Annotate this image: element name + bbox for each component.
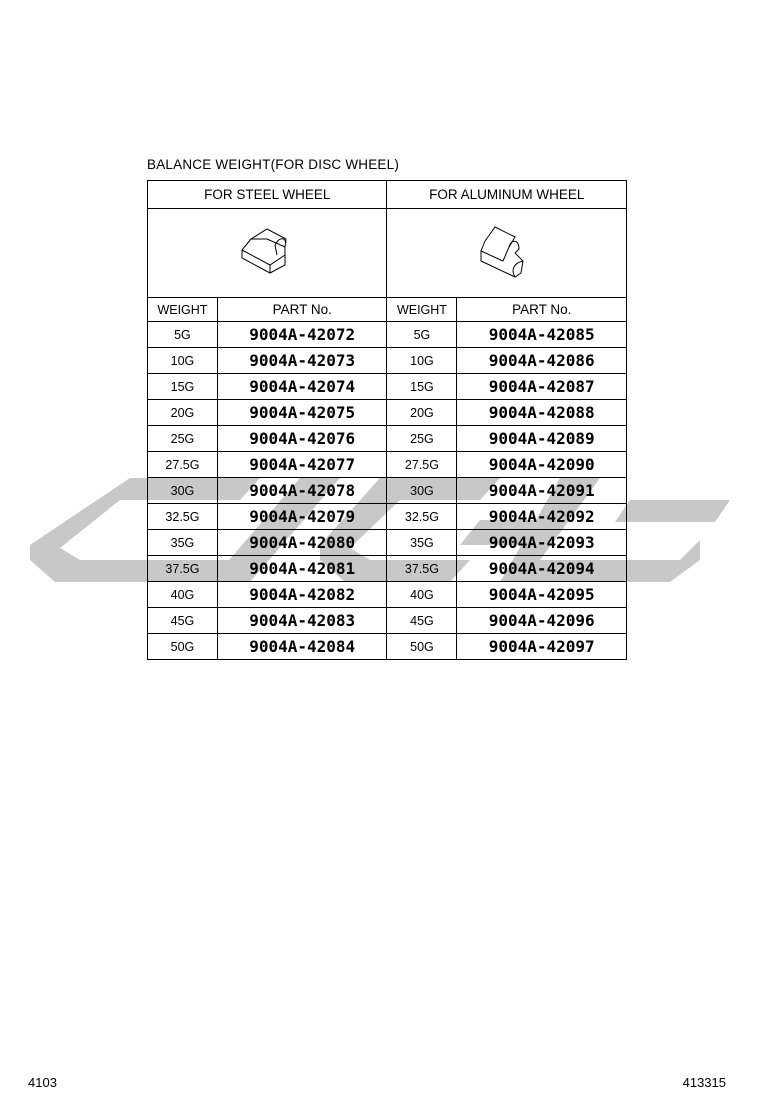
steel-part-number: 9004A-42084	[216, 633, 388, 660]
aluminum-weight: 15G	[386, 373, 458, 400]
aluminum-part-number: 9004A-42096	[456, 607, 627, 634]
steel-weight: 5G	[147, 321, 218, 348]
aluminum-part-number: 9004A-42095	[456, 581, 627, 608]
steel-part-number: 9004A-42075	[216, 399, 388, 426]
table-row: 5G 9004A-42072 5G 9004A-42085	[147, 321, 627, 348]
aluminum-part-number: 9004A-42097	[456, 633, 627, 660]
table-row: 45G 9004A-42083 45G 9004A-42096	[147, 607, 627, 634]
aluminum-part-number: 9004A-42090	[456, 451, 627, 478]
aluminum-weight: 5G	[386, 321, 458, 348]
aluminum-weight: 10G	[386, 347, 458, 374]
aluminum-weight: 20G	[386, 399, 458, 426]
steel-part-header: PART No.	[216, 297, 388, 322]
aluminum-part-number: 9004A-42087	[456, 373, 627, 400]
steel-weight: 45G	[147, 607, 218, 634]
table-row: 32.5G 9004A-42079 32.5G 9004A-42092	[147, 503, 627, 530]
aluminum-weight: 30G	[386, 477, 458, 504]
page-code-right: 413315	[682, 1075, 726, 1090]
aluminum-weight: 37.5G	[386, 555, 458, 582]
aluminum-part-number: 9004A-42089	[456, 425, 627, 452]
aluminum-weight: 25G	[386, 425, 458, 452]
table-row: 30G 9004A-42078 30G 9004A-42091	[147, 477, 627, 504]
aluminum-weight: 50G	[386, 633, 458, 660]
steel-weight: 25G	[147, 425, 218, 452]
aluminum-weight: 35G	[386, 529, 458, 556]
aluminum-weight: 40G	[386, 581, 458, 608]
section-steel-wheel: FOR STEEL WHEEL	[146, 180, 388, 209]
steel-weight: 40G	[147, 581, 218, 608]
aluminum-part-number: 9004A-42094	[456, 555, 627, 582]
aluminum-weight: 45G	[386, 607, 458, 634]
balance-weight-aluminum-icon	[480, 225, 524, 278]
table-row: 37.5G 9004A-42081 37.5G 9004A-42094	[147, 555, 627, 582]
steel-weight-header: WEIGHT	[147, 297, 218, 322]
steel-wheel-image-cell	[146, 208, 388, 298]
aluminum-wheel-image-cell	[386, 208, 627, 298]
aluminum-part-number: 9004A-42093	[456, 529, 627, 556]
table-row: 35G 9004A-42080 35G 9004A-42093	[147, 529, 627, 556]
steel-weight: 32.5G	[147, 503, 218, 530]
aluminum-part-number: 9004A-42091	[456, 477, 627, 504]
aluminum-weight: 27.5G	[386, 451, 458, 478]
aluminum-part-number: 9004A-42092	[456, 503, 627, 530]
aluminum-part-number: 9004A-42088	[456, 399, 627, 426]
table-row: 15G 9004A-42074 15G 9004A-42087	[147, 373, 627, 400]
steel-part-number: 9004A-42074	[216, 373, 388, 400]
section-aluminum-wheel: FOR ALUMINUM WHEEL	[386, 180, 627, 209]
steel-part-number: 9004A-42079	[216, 503, 388, 530]
aluminum-weight-header: WEIGHT	[386, 297, 458, 322]
steel-part-number: 9004A-42082	[216, 581, 388, 608]
steel-weight: 27.5G	[147, 451, 218, 478]
steel-part-number: 9004A-42077	[216, 451, 388, 478]
page-number-left: 4103	[28, 1075, 57, 1090]
steel-part-number: 9004A-42072	[216, 321, 388, 348]
table-row: 40G 9004A-42082 40G 9004A-42095	[147, 581, 627, 608]
steel-weight: 37.5G	[147, 555, 218, 582]
aluminum-part-header: PART No.	[456, 297, 627, 322]
balance-weight-steel-icon	[241, 227, 287, 274]
table-row: 25G 9004A-42076 25G 9004A-42089	[147, 425, 627, 452]
document-title: BALANCE WEIGHT(FOR DISC WHEEL)	[147, 157, 400, 172]
steel-part-number: 9004A-42078	[216, 477, 388, 504]
steel-weight: 50G	[147, 633, 218, 660]
aluminum-part-number: 9004A-42085	[456, 321, 627, 348]
steel-part-number: 9004A-42081	[216, 555, 388, 582]
steel-weight: 30G	[147, 477, 218, 504]
aluminum-part-number: 9004A-42086	[456, 347, 627, 374]
steel-weight: 10G	[147, 347, 218, 374]
table-row: 20G 9004A-42075 20G 9004A-42088	[147, 399, 627, 426]
steel-part-number: 9004A-42073	[216, 347, 388, 374]
balance-weight-table: FOR STEEL WHEEL FOR ALUMINUM WHEEL	[146, 180, 627, 660]
table-row: 50G 9004A-42084 50G 9004A-42097	[147, 633, 627, 660]
steel-part-number: 9004A-42080	[216, 529, 388, 556]
steel-weight: 20G	[147, 399, 218, 426]
steel-weight: 15G	[147, 373, 218, 400]
aluminum-weight: 32.5G	[386, 503, 458, 530]
steel-weight: 35G	[147, 529, 218, 556]
steel-part-number: 9004A-42076	[216, 425, 388, 452]
steel-part-number: 9004A-42083	[216, 607, 388, 634]
table-row: 10G 9004A-42073 10G 9004A-42086	[147, 347, 627, 374]
table-row: 27.5G 9004A-42077 27.5G 9004A-42090	[147, 451, 627, 478]
